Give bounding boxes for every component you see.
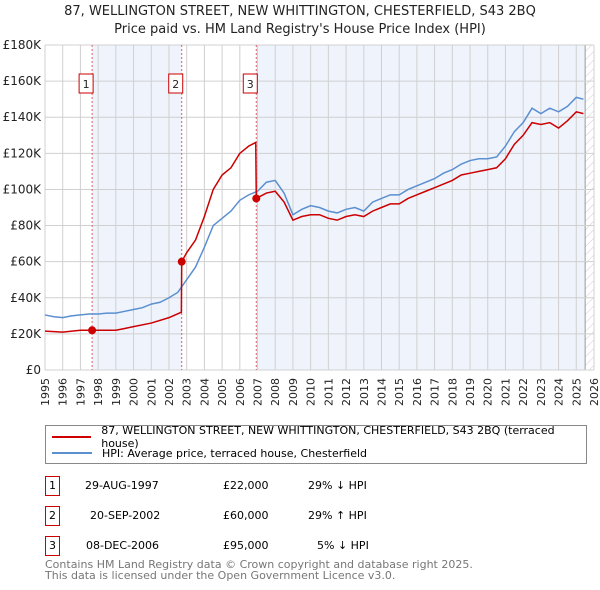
sale-label-number: 3 <box>247 78 254 91</box>
x-tick-label: 2009 <box>287 378 300 406</box>
legend-label: HPI: Average price, terraced house, Ches… <box>102 446 368 460</box>
footer: Contains HM Land Registry data © Crown c… <box>45 559 473 581</box>
sale-label-number: 1 <box>83 78 90 91</box>
sale-point <box>88 326 97 335</box>
x-tick-label: 1996 <box>57 378 70 406</box>
sale-marker-badge: 1 <box>45 476 60 496</box>
sale-marker-badge: 2 <box>45 506 60 526</box>
x-tick-label: 2002 <box>163 378 176 406</box>
sale-price: £22,000 <box>223 479 269 492</box>
y-tick-label: £180K <box>3 38 43 52</box>
x-tick-label: 1998 <box>92 378 105 406</box>
footer-copyright: Contains HM Land Registry data © Crown c… <box>45 558 473 571</box>
legend-label: 87, WELLINGTON STREET, NEW WHITTINGTON, … <box>101 424 555 450</box>
y-tick-label: £100K <box>3 182 43 196</box>
y-tick-label: £20K <box>10 327 42 341</box>
x-tick-label: 2008 <box>269 378 282 406</box>
x-tick-label: 2005 <box>216 378 229 406</box>
x-tick-label: 2024 <box>553 378 566 406</box>
x-tick-label: 2017 <box>429 378 442 406</box>
x-tick-label: 2003 <box>181 378 194 406</box>
x-tick-label: 2011 <box>322 378 335 406</box>
x-tick-label: 2012 <box>340 378 353 406</box>
x-tick-label: 2000 <box>128 378 141 406</box>
sale-date: 20-SEP-2002 <box>90 509 161 522</box>
x-tick-label: 2020 <box>482 378 495 406</box>
legend: 87, WELLINGTON STREET, NEW WHITTINGTON, … <box>45 424 587 464</box>
x-tick-label: 2010 <box>305 378 318 406</box>
x-tick-label: 2004 <box>198 378 211 406</box>
x-tick-label: 2007 <box>252 378 265 406</box>
sale-price: £60,000 <box>223 509 269 522</box>
chart-subtitle: Price paid vs. HM Land Registry's House … <box>114 22 486 37</box>
sale-point <box>252 194 261 203</box>
sale-date: 29-AUG-1997 <box>85 479 159 492</box>
sale-marker-badge: 3 <box>45 536 60 556</box>
x-tick-label: 2001 <box>145 378 158 406</box>
y-tick-label: £80K <box>10 219 42 233</box>
x-tick-label: 2021 <box>499 378 512 406</box>
sale-point <box>177 257 186 266</box>
x-tick-label: 2015 <box>393 378 406 406</box>
x-tick-label: 2014 <box>375 378 388 406</box>
forecast-hatch <box>585 45 594 370</box>
sale-label-number: 2 <box>172 78 179 91</box>
sale-label-box <box>78 73 94 94</box>
sale-label-box <box>168 73 184 94</box>
x-tick-label: 2026 <box>588 378 600 406</box>
sale-hpi-diff: 29% ↑ HPI <box>308 509 367 522</box>
y-tick-label: £60K <box>10 255 42 269</box>
series-line <box>44 96 584 319</box>
legend-swatch-red <box>52 436 92 438</box>
sale-row: 2 20-SEP-2002 £60,000 29% ↑ HPI <box>45 506 565 526</box>
sale-row: 1 29-AUG-1997 £22,000 29% ↓ HPI <box>45 476 565 496</box>
x-tick-label: 2022 <box>517 378 530 406</box>
y-tick-label: £40K <box>10 291 42 305</box>
x-tick-label: 2019 <box>464 378 477 406</box>
plot-area: 1995 1996 1997 1998 1999 2000 2001 2002 2003 2004… <box>3 38 600 406</box>
sale-label-box <box>242 73 258 94</box>
x-tick-label: 2013 <box>358 378 371 406</box>
x-tick-label: 2023 <box>535 378 548 406</box>
sale-period-shade <box>92 45 182 370</box>
sale-hpi-diff: 29% ↓ HPI <box>308 479 367 492</box>
x-tick-label: 2025 <box>570 378 583 406</box>
legend-item-hpi: HPI: Average price, terraced house, Ches… <box>46 445 367 461</box>
legend-item-property: 87, WELLINGTON STREET, NEW WHITTINGTON, … <box>46 424 586 450</box>
chart-title: 87, WELLINGTON STREET, NEW WHITTINGTON, … <box>64 4 536 19</box>
y-tick-label: £0 <box>26 363 41 377</box>
series-line <box>44 110 584 333</box>
y-tick-label: £160K <box>3 74 43 88</box>
y-tick-label: £140K <box>3 110 43 124</box>
x-tick-label: 1999 <box>110 378 123 406</box>
x-tick-label: 1997 <box>74 378 87 406</box>
sale-date: 08-DEC-2006 <box>86 539 160 552</box>
x-tick-label: 2006 <box>234 378 247 406</box>
y-tick-label: £120K <box>3 146 43 160</box>
sale-price: £95,000 <box>223 539 269 552</box>
sale-row: 3 08-DEC-2006 £95,000 5% ↓ HPI <box>45 536 565 556</box>
x-tick-label: 1995 <box>39 378 52 406</box>
sale-hpi-diff: 5% ↓ HPI <box>317 539 369 552</box>
x-tick-label: 2016 <box>411 378 424 406</box>
footer-licence: This data is licensed under the Open Gov… <box>45 569 396 582</box>
legend-swatch-blue <box>52 452 92 454</box>
x-tick-label: 2018 <box>446 378 459 406</box>
